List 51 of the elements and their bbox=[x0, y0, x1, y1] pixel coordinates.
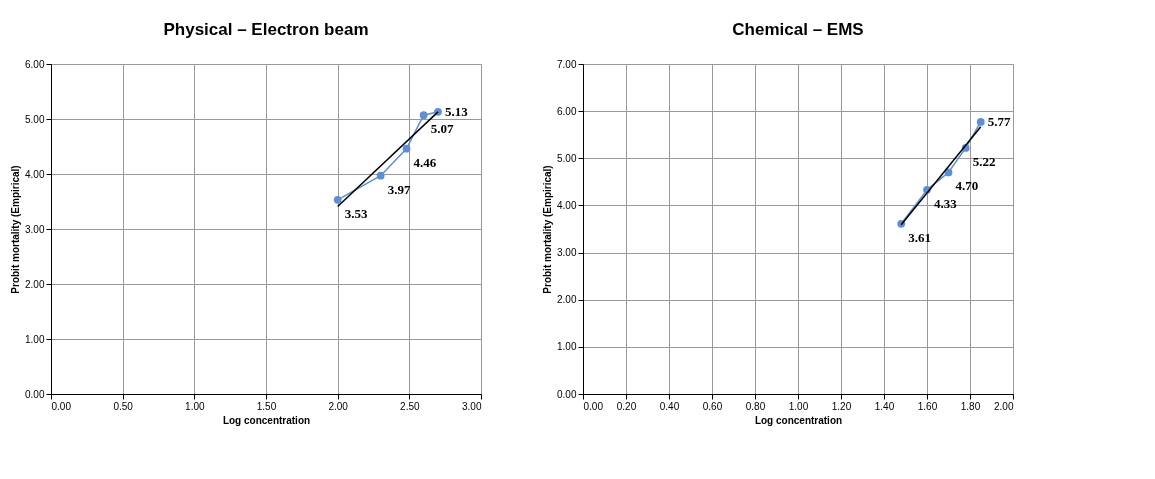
data-label: 5.13 bbox=[445, 103, 469, 119]
x-tick-label: 0.00 bbox=[583, 400, 604, 412]
chart-title: Physical – Electron beam bbox=[163, 20, 369, 39]
y-tick-label: 6.00 bbox=[557, 105, 577, 117]
y-axis-title: Probit mortality (Empirical) bbox=[542, 165, 554, 294]
x-axis-title: Log concentration bbox=[222, 414, 311, 426]
data-label: 3.53 bbox=[344, 205, 368, 221]
data-label: 4.70 bbox=[955, 178, 979, 194]
x-tick-label: 0.40 bbox=[659, 400, 680, 412]
x-tick-label: 0.50 bbox=[113, 400, 134, 412]
chart-title: Chemical – EMS bbox=[732, 20, 864, 39]
x-tick-label: 1.00 bbox=[185, 400, 205, 412]
x-tick-label: 0.60 bbox=[702, 400, 723, 412]
y-tick-label: 5.00 bbox=[25, 113, 45, 125]
data-label: 3.97 bbox=[387, 181, 411, 197]
data-label: 5.07 bbox=[430, 121, 454, 137]
y-tick-label: 4.00 bbox=[25, 168, 45, 180]
x-axis-title: Log concentration bbox=[754, 414, 843, 426]
y-tick-label: 1.00 bbox=[25, 333, 45, 345]
y-tick-label: 4.00 bbox=[557, 199, 577, 211]
x-tick-label: 1.80 bbox=[960, 400, 981, 412]
x-tick-label: 3.00 bbox=[462, 400, 482, 412]
y-tick-label: 7.00 bbox=[557, 58, 577, 70]
y-tick-label: 0.00 bbox=[25, 388, 45, 400]
x-tick-label: 0.80 bbox=[745, 400, 766, 412]
x-tick-label: 1.20 bbox=[831, 400, 852, 412]
point bbox=[944, 168, 953, 177]
x-tick-label: 1.50 bbox=[256, 400, 277, 412]
y-tick-label: 1.00 bbox=[557, 341, 577, 353]
x-tick-label: 0.20 bbox=[616, 400, 637, 412]
data-label: 3.61 bbox=[908, 229, 931, 245]
x-tick-label: 1.00 bbox=[788, 400, 809, 412]
y-tick-label: 5.00 bbox=[557, 152, 577, 164]
y-tick-label: 2.00 bbox=[557, 294, 577, 306]
x-tick-label: 2.50 bbox=[400, 400, 420, 412]
data-label: 5.22 bbox=[972, 153, 996, 169]
y-tick-label: 6.00 bbox=[25, 58, 45, 70]
data-label: 4.33 bbox=[934, 195, 958, 211]
x-tick-label: 1.60 bbox=[917, 400, 938, 412]
y-tick-label: 2.00 bbox=[25, 278, 45, 290]
data-label: 5.77 bbox=[987, 113, 1011, 129]
y-tick-label: 0.00 bbox=[557, 388, 577, 400]
x-tick-label: 0.00 bbox=[51, 400, 72, 412]
data-label: 4.46 bbox=[413, 154, 437, 170]
point bbox=[976, 118, 985, 126]
y-tick-label: 3.00 bbox=[557, 247, 577, 259]
y-tick-label: 3.00 bbox=[25, 223, 45, 235]
x-tick-label: 2.00 bbox=[328, 400, 349, 412]
x-tick-label: 2.00 bbox=[994, 400, 1014, 412]
y-axis-title: Probit mortality (Empirical) bbox=[10, 165, 22, 294]
x-tick-label: 1.40 bbox=[874, 400, 895, 412]
